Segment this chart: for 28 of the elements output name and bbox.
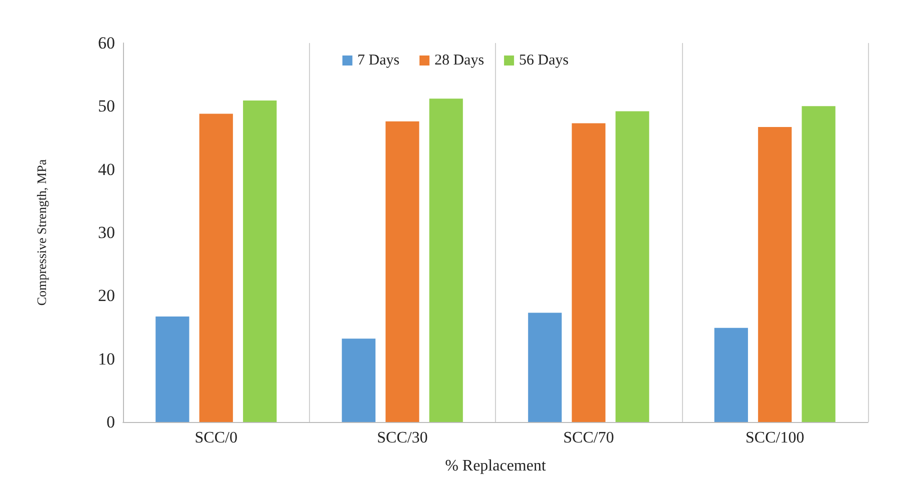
y-tick-label: 50 (98, 96, 115, 116)
bar (758, 127, 792, 422)
y-tick-label: 60 (98, 34, 115, 52)
y-tick-label: 20 (98, 286, 115, 306)
y-tick-label: 0 (106, 412, 115, 432)
y-tick-label: 40 (98, 160, 115, 179)
bar (572, 123, 606, 422)
bar (528, 312, 562, 422)
legend-label: 7 Days (357, 52, 400, 68)
x-axis-title: % Replacement (445, 458, 546, 474)
x-tick-label: SCC/0 (194, 430, 238, 446)
bar (156, 316, 190, 422)
y-axis-title: Compressive Strength, MPa (34, 159, 49, 306)
y-tick-label: 30 (98, 223, 115, 242)
y-tick-label: 10 (98, 349, 115, 368)
bar (199, 114, 233, 422)
bar (802, 106, 836, 422)
bar (386, 121, 420, 422)
x-tick-label: SCC/70 (563, 430, 614, 446)
bar (429, 98, 463, 422)
x-tick-label: SCC/100 (746, 430, 804, 446)
bar (616, 111, 650, 422)
legend-label: 56 Days (519, 52, 569, 68)
x-tick-label: SCC/30 (377, 430, 428, 446)
legend-label: 28 Days (434, 52, 484, 68)
bar (342, 338, 376, 422)
bar (714, 328, 748, 422)
bar (243, 100, 277, 422)
